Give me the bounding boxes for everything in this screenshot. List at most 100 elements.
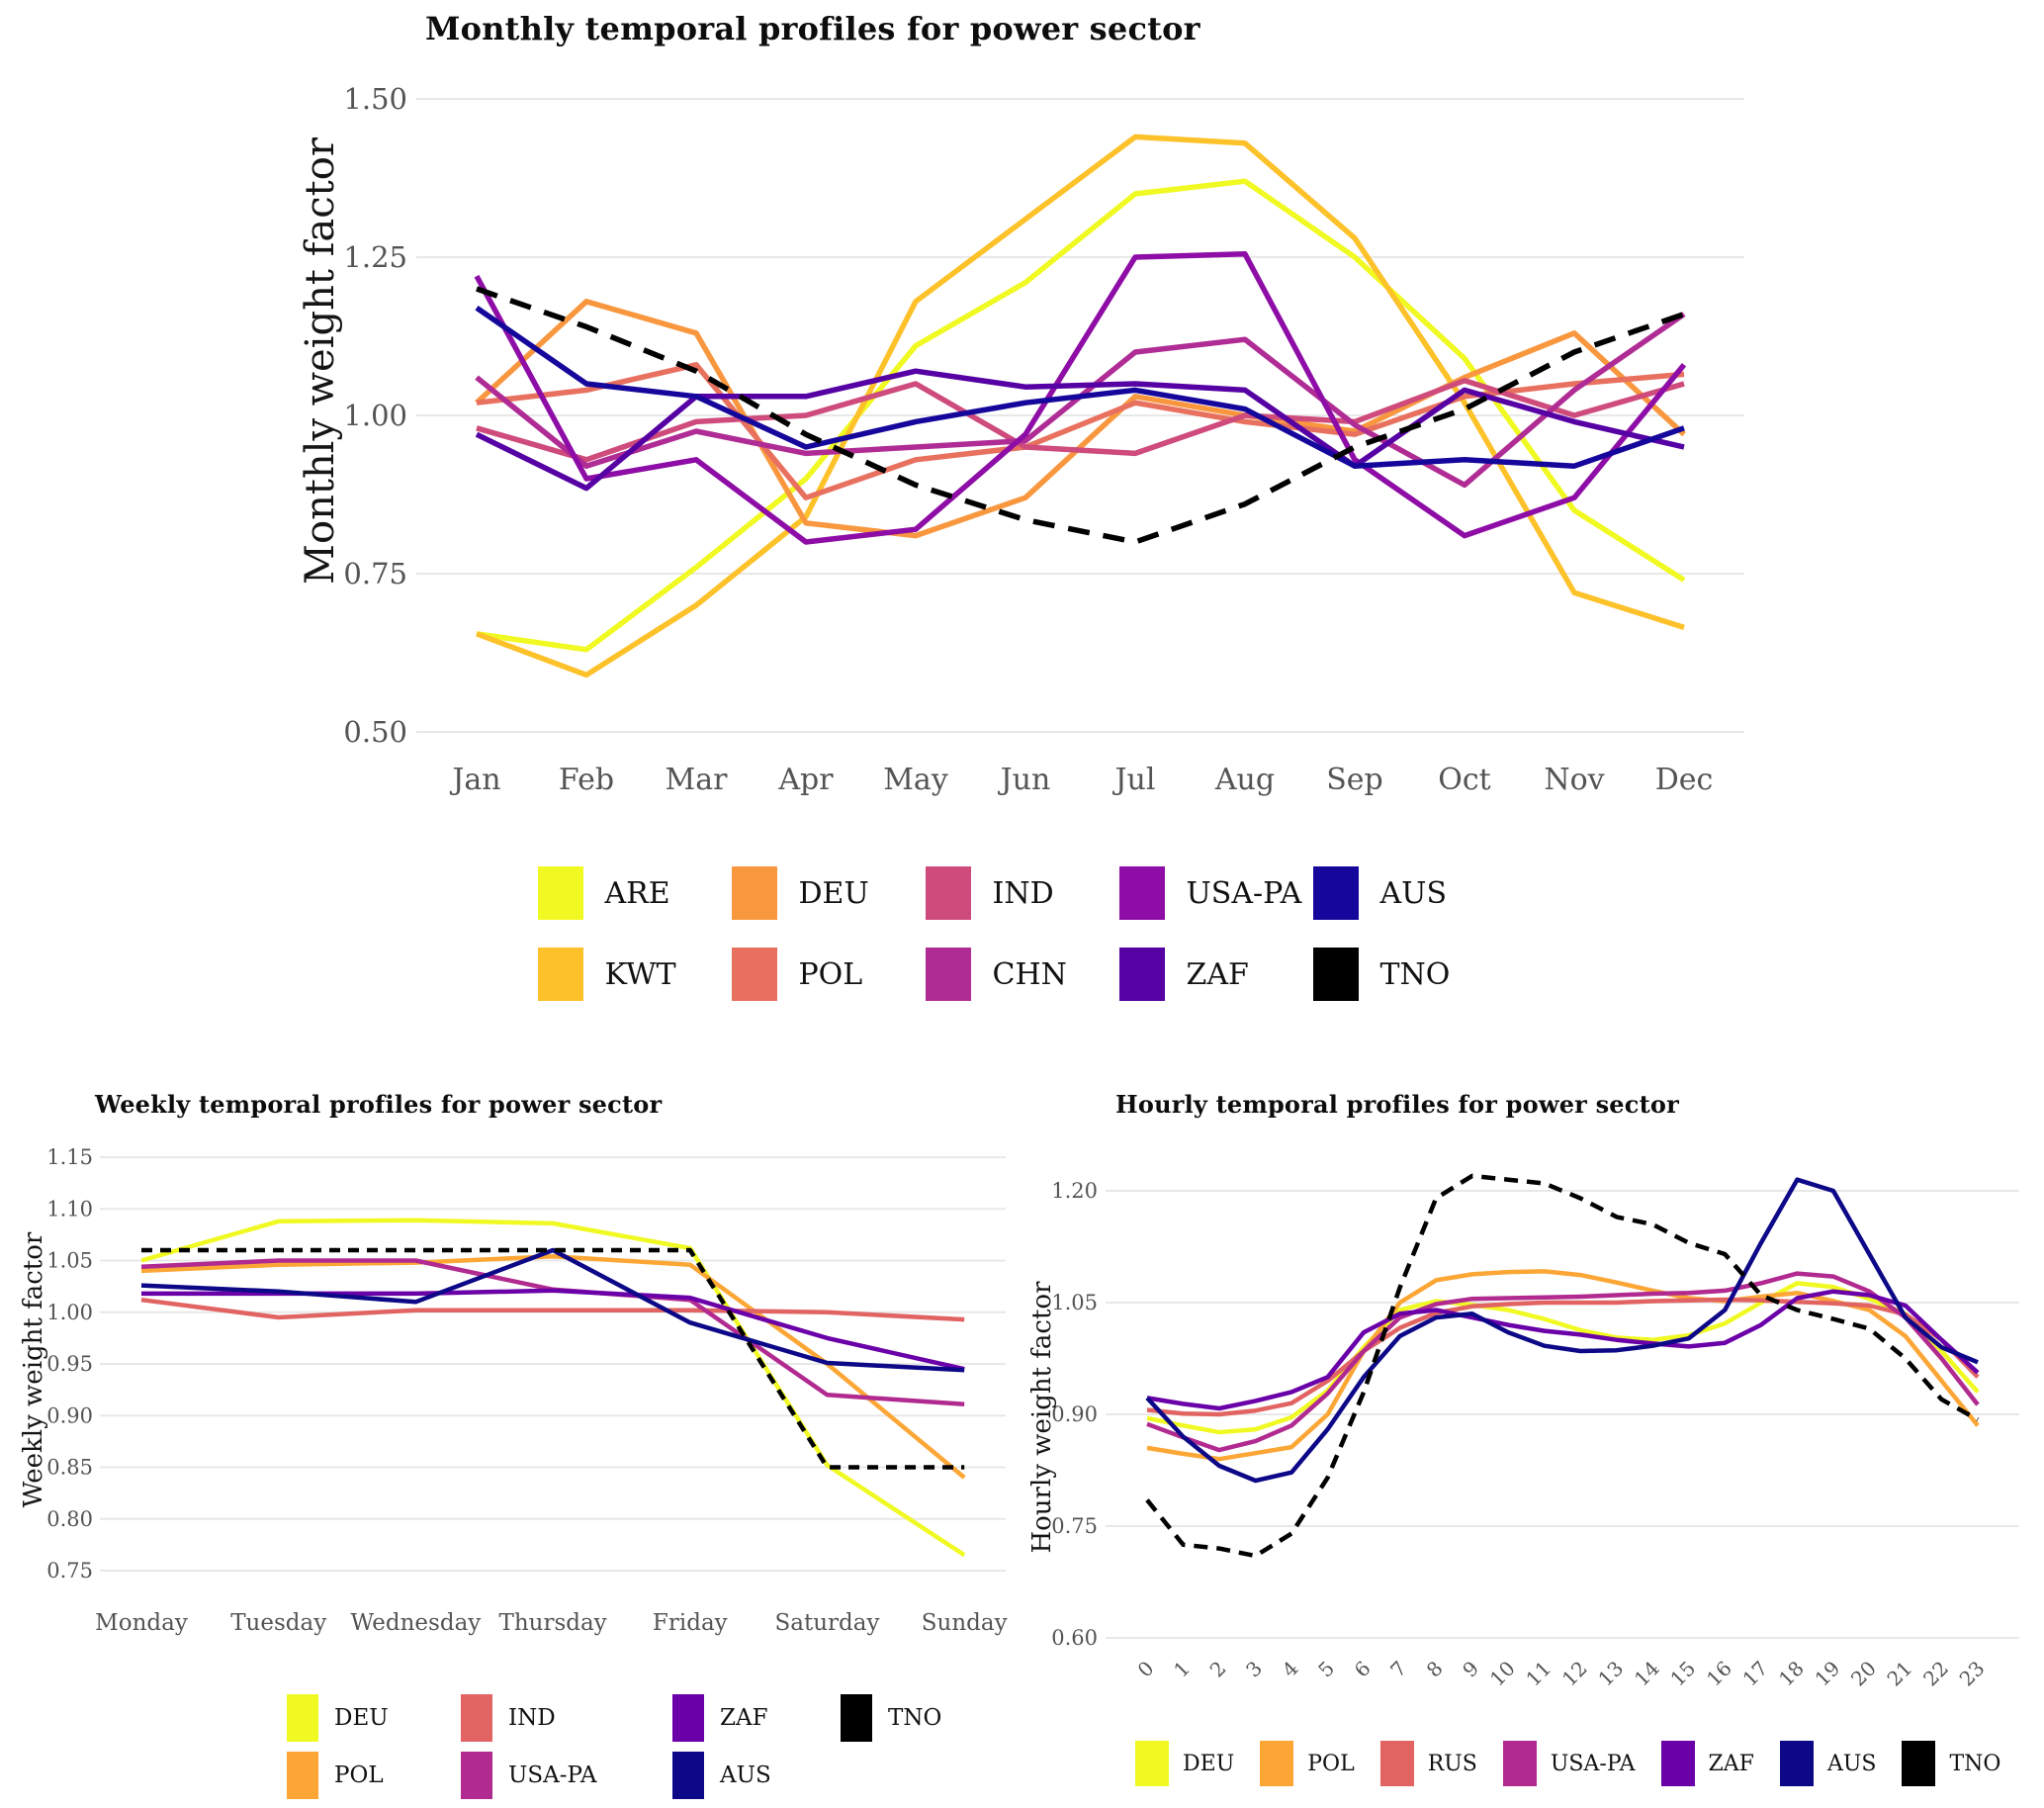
monthly-legend-swatch-DEU — [731, 866, 777, 920]
monthly-ytick-0.50: 0.50 — [343, 715, 407, 749]
monthly-legend-label-POL: POL — [798, 956, 863, 992]
hourly-legend-swatch-RUS — [1379, 1741, 1414, 1786]
weekly-ytick-1.10: 1.10 — [46, 1197, 93, 1220]
weekly-legend-item-POL: POL — [287, 1752, 461, 1799]
hourly-xtick-21: 21 — [1882, 1657, 1916, 1691]
monthly-xtick-Jul: Jul — [1112, 763, 1156, 797]
hourly-legend-item-USA-PA: USA-PA — [1502, 1741, 1636, 1786]
hourly-xtick-12: 12 — [1557, 1657, 1592, 1691]
hourly-ytick-1.05: 1.05 — [1051, 1291, 1098, 1314]
monthly-series-line-KWT — [476, 134, 1685, 678]
monthly-legend-swatch-TNO — [1312, 948, 1359, 1001]
monthly-xtick-Jun: Jun — [998, 763, 1051, 797]
monthly-ytick-0.75: 0.75 — [343, 557, 407, 590]
hourly-legend-swatch-ZAF — [1660, 1741, 1695, 1786]
weekly-legend-swatch-DEU — [287, 1694, 318, 1742]
weekly-legend-label-IND: IND — [508, 1705, 556, 1731]
monthly-legend-item-DEU: DEU — [731, 866, 926, 920]
hourly-xtick-23: 23 — [1955, 1657, 1990, 1691]
weekly-legend-label-POL: POL — [334, 1763, 384, 1788]
weekly-ytick-1.15: 1.15 — [46, 1145, 93, 1169]
monthly-legend-swatch-ZAF — [1118, 948, 1165, 1001]
hourly-xtick-16: 16 — [1702, 1657, 1736, 1691]
weekly-legend-swatch-AUS — [672, 1752, 704, 1799]
weekly-series-line-TNO — [141, 1247, 965, 1470]
monthly-series-line-IND — [476, 378, 1685, 463]
weekly-legend-swatch-POL — [287, 1752, 318, 1799]
monthly-xtick-Feb: Feb — [559, 763, 614, 797]
weekly-xtick-Saturday: Saturday — [775, 1610, 880, 1636]
hourly-xtick-3: 3 — [1241, 1657, 1267, 1682]
hourly-ytick-1.20: 1.20 — [1051, 1179, 1098, 1203]
weekly-series-line-USA-PA — [140, 1258, 965, 1407]
hourly-xtick-6: 6 — [1350, 1657, 1376, 1682]
monthly-legend-item-AUS: AUS — [1312, 866, 1507, 920]
monthly-legend-label-USA-PA: USA-PA — [1186, 875, 1302, 911]
monthly-legend-swatch-POL — [731, 948, 777, 1001]
hourly-series-line-ZAF — [1146, 1289, 1980, 1411]
hourly-ytick-0.90: 0.90 — [1051, 1402, 1098, 1426]
monthly-legend-label-ARE: ARE — [604, 875, 670, 911]
weekly-legend-label-ZAF: ZAF — [720, 1705, 768, 1731]
monthly-legend-label-CHN: CHN — [992, 956, 1067, 992]
weekly-series-line-DEU — [140, 1218, 966, 1558]
monthly-xtick-Oct: Oct — [1438, 763, 1490, 797]
hourly-xtick-20: 20 — [1846, 1657, 1881, 1691]
weekly-xtick-Tuesday: Tuesday — [230, 1610, 326, 1636]
hourly-legend-swatch-POL — [1260, 1741, 1294, 1786]
monthly-chart-title: Monthly temporal profiles for power sect… — [425, 10, 1200, 47]
hourly-legend-label-RUS: RUS — [1427, 1751, 1477, 1776]
weekly-chart-title: Weekly temporal profiles for power secto… — [95, 1090, 663, 1119]
monthly-xtick-Nov: Nov — [1544, 763, 1604, 797]
monthly-series-line-AUS — [475, 305, 1685, 469]
weekly-ytick-0.90: 0.90 — [46, 1403, 93, 1427]
monthly-xtick-Sep: Sep — [1326, 763, 1383, 797]
monthly-legend-item-CHN: CHN — [925, 948, 1119, 1001]
monthly-series-line-ZAF — [475, 368, 1685, 492]
monthly-series-line-USA-PA — [474, 251, 1687, 545]
monthly-legend-label-ZAF: ZAF — [1186, 956, 1249, 992]
weekly-ytick-1.00: 1.00 — [46, 1301, 93, 1324]
monthly-xtick-Dec: Dec — [1655, 763, 1714, 797]
hourly-xtick-13: 13 — [1593, 1657, 1628, 1691]
monthly-legend-swatch-USA-PA — [1118, 866, 1165, 920]
hourly-legend-label-ZAF: ZAF — [1708, 1751, 1754, 1776]
hourly-xtick-10: 10 — [1485, 1657, 1520, 1691]
weekly-xtick-Friday: Friday — [653, 1610, 728, 1636]
weekly-legend-swatch-TNO — [841, 1694, 872, 1742]
hourly-series-line-AUS — [1145, 1177, 1979, 1484]
hourly-legend-label-USA-PA: USA-PA — [1550, 1751, 1636, 1776]
weekly-ytick-1.05: 1.05 — [46, 1249, 93, 1273]
monthly-legend-label-TNO: TNO — [1379, 956, 1451, 992]
hourly-legend-swatch-AUS — [1779, 1741, 1814, 1786]
hourly-xtick-7: 7 — [1385, 1657, 1411, 1682]
monthly-legend-item-POL: POL — [731, 948, 926, 1001]
monthly-legend-item-ARE: ARE — [537, 866, 732, 920]
hourly-xtick-19: 19 — [1810, 1657, 1844, 1691]
hourly-legend-label-POL: POL — [1307, 1751, 1355, 1776]
hourly-legend-label-DEU: DEU — [1183, 1751, 1235, 1776]
hourly-legend-item-TNO: TNO — [1902, 1741, 2000, 1786]
hourly-legend-item-POL: POL — [1260, 1741, 1355, 1786]
hourly-xtick-17: 17 — [1737, 1657, 1772, 1691]
hourly-legend-swatch-TNO — [1902, 1741, 1936, 1786]
monthly-ytick-1.50: 1.50 — [343, 82, 407, 116]
monthly-legend-label-AUS: AUS — [1379, 875, 1448, 911]
hourly-series-line-USA-PA — [1146, 1271, 1980, 1453]
monthly-legend-item-TNO: TNO — [1312, 948, 1507, 1001]
weekly-xtick-Monday: Monday — [95, 1610, 188, 1636]
monthly-xtick-Apr: Apr — [777, 763, 834, 797]
hourly-xtick-15: 15 — [1665, 1657, 1700, 1691]
monthly-xtick-Aug: Aug — [1214, 763, 1275, 797]
monthly-legend-swatch-CHN — [925, 948, 971, 1001]
hourly-legend-swatch-USA-PA — [1502, 1741, 1537, 1786]
hourly-legend-item-DEU: DEU — [1135, 1741, 1234, 1786]
weekly-legend-swatch-USA-PA — [461, 1752, 492, 1799]
weekly-legend-item-USA-PA: USA-PA — [461, 1752, 672, 1799]
monthly-ytick-1.25: 1.25 — [343, 240, 407, 274]
monthly-legend-row-1: ARE DEU IND USA-PA AUS — [537, 853, 1507, 934]
hourly-xtick-0: 0 — [1133, 1657, 1159, 1682]
hourly-legend-label-AUS: AUS — [1826, 1751, 1877, 1776]
